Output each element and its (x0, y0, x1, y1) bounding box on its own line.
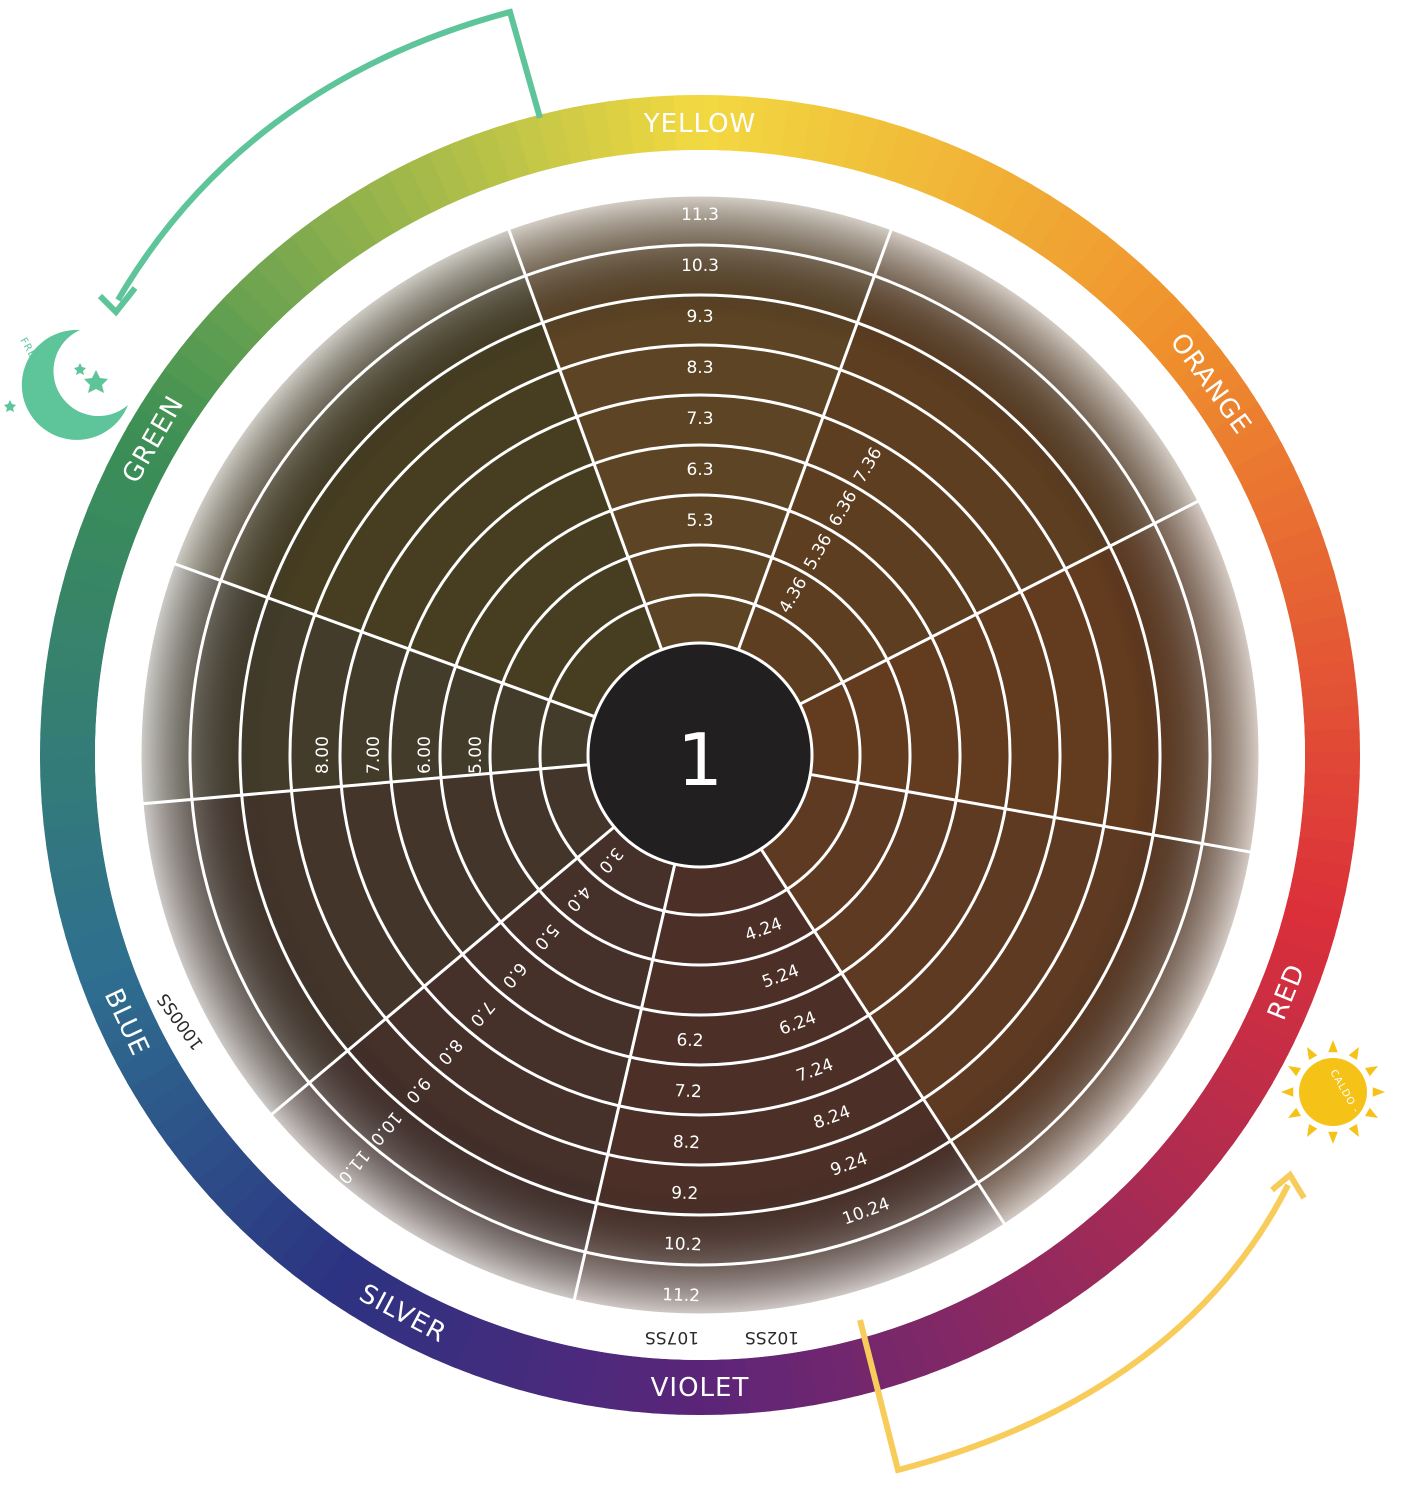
sun-ray (1349, 1047, 1359, 1060)
sun-ray (1365, 1108, 1378, 1118)
shade-label-pearl: 6.2 (676, 1030, 704, 1051)
sun-ray (1365, 1066, 1378, 1076)
hue-ring-label-violet: VIOLET (651, 1373, 750, 1403)
shade-label-pearl: 9.2 (671, 1183, 699, 1204)
shade-label-natural: 6.00 (415, 736, 435, 774)
sun-ray (1373, 1087, 1385, 1097)
shade-label-pearl: 11.2 (662, 1285, 701, 1306)
special-shade-label: 102SS (745, 1327, 799, 1347)
shade-label-ash-green: 5.3 (686, 511, 713, 531)
sun-ray (1307, 1047, 1317, 1060)
shade-label-ash-green: 7.3 (686, 409, 713, 429)
shade-label-natural: 5.00 (466, 736, 486, 774)
shade-label-ash-green: 10.3 (681, 256, 719, 276)
cold-arrow-head (100, 288, 135, 312)
sun-ray (1307, 1124, 1317, 1137)
sun-ray (1328, 1040, 1338, 1052)
sun-ray (1281, 1087, 1293, 1097)
center-level-label: 1 (677, 718, 723, 802)
sun-ray (1349, 1124, 1359, 1137)
sun-ray (1288, 1066, 1301, 1076)
shade-label-pearl: 10.2 (664, 1234, 703, 1255)
hue-ring-label-yellow: YELLOW (643, 109, 757, 139)
shade-label-ash-green: 9.3 (686, 307, 713, 327)
shade-label-natural: 8.00 (313, 736, 333, 774)
shade-label-ash-green: 8.3 (686, 358, 713, 378)
shade-label-natural: 7.00 (364, 736, 384, 774)
sun-ray (1288, 1108, 1301, 1118)
shade-label-pearl: 7.2 (674, 1081, 702, 1102)
special-shade-label: 107SS (645, 1327, 699, 1347)
sun-ray (1328, 1132, 1338, 1144)
shade-label-pearl: 8.2 (673, 1132, 701, 1153)
shade-label-ash-green: 11.3 (681, 205, 719, 225)
shade-label-ash-green: 6.3 (686, 460, 713, 480)
